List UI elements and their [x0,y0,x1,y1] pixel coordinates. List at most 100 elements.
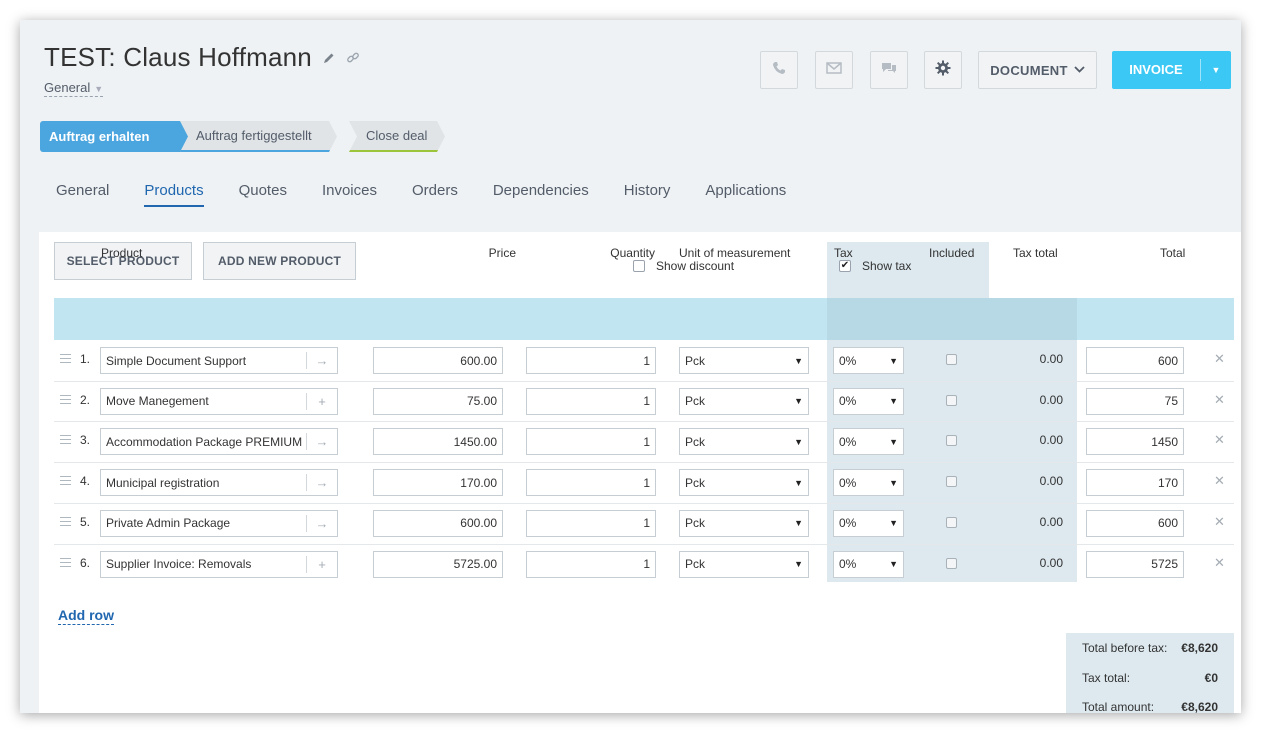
tab-orders[interactable]: Orders [411,182,458,199]
price-value: 1450.00 [453,434,497,449]
stage-close-deal[interactable]: Close deal [349,121,445,152]
tax-included-checkbox[interactable] [946,354,957,365]
tax-select[interactable]: 0% ▼ [833,550,904,578]
chat-button[interactable] [870,51,908,89]
tab-applications[interactable]: Applications [705,182,787,199]
add-row-link[interactable]: Add row [58,607,114,625]
product-name-field[interactable]: Supplier Invoice: Removals + [100,550,338,578]
add-new-product-button[interactable]: ADD NEW PRODUCT [203,242,356,280]
tax-select[interactable]: 0% ▼ [833,428,904,456]
row-number: 3. [80,433,91,448]
settings-button[interactable] [924,51,962,89]
arrow-right-icon[interactable]: → [306,433,337,451]
arrow-right-icon[interactable]: → [306,352,337,369]
tax-included-checkbox[interactable] [946,476,957,488]
pencil-icon[interactable] [322,51,336,65]
quantity-field[interactable]: 1 [526,509,656,537]
tab-general[interactable]: General [56,182,110,199]
show-tax-checkbox[interactable]: ✔ [839,260,851,272]
tab-history[interactable]: History [623,182,671,199]
tax-select[interactable]: 0% ▼ [833,469,904,497]
tax-included-checkbox[interactable] [946,557,957,569]
dropdown-arrow-icon: ▼ [794,477,803,488]
link-icon[interactable] [346,51,360,65]
price-field[interactable]: 600.00 [373,509,503,537]
email-button[interactable] [815,51,853,89]
invoice-button[interactable]: INVOICE ▼ [1112,51,1231,89]
table-row: 4. Municipal registration → 170.00 1 Pck ▼ 0% ▼ 0… [54,462,1234,503]
remove-row-icon[interactable]: ✕ [1214,554,1225,570]
remove-row-icon[interactable]: ✕ [1214,473,1225,489]
remove-row-icon[interactable]: ✕ [1214,391,1225,407]
price-field[interactable]: 600.00 [373,347,503,374]
show-tax-toggle[interactable]: ✔ Show tax [839,259,911,273]
stage-received[interactable]: Auftrag erhalten [40,121,195,152]
quantity-field[interactable]: 1 [526,428,656,456]
drag-handle-icon[interactable] [60,354,71,363]
product-name-field[interactable]: Private Admin Package → [100,509,338,537]
drag-handle-icon[interactable] [60,516,71,526]
title-row: TEST: Claus Hoffmann [44,42,360,73]
total-field[interactable]: 75 [1086,387,1184,415]
product-name-field[interactable]: Simple Document Support → [100,347,338,374]
drag-handle-icon[interactable] [60,394,71,404]
plus-icon[interactable]: + [306,555,337,573]
product-name-field[interactable]: Move Manegement + [100,387,338,415]
tax-select[interactable]: 0% ▼ [833,509,904,537]
drag-handle-icon[interactable] [60,557,71,567]
tax-included-checkbox[interactable] [946,516,957,528]
document-button[interactable]: DOCUMENT [978,51,1097,89]
tab-products[interactable]: Products [144,182,204,207]
product-name-field[interactable]: Municipal registration → [100,469,338,497]
tab-dependencies[interactable]: Dependencies [492,182,589,199]
drag-handle-icon[interactable] [60,476,71,486]
category-selector[interactable]: General ▼ [44,80,104,97]
quantity-field[interactable]: 1 [526,469,656,497]
tax-included-checkbox[interactable] [946,394,957,406]
total-field[interactable]: 600 [1086,509,1184,537]
quantity-field[interactable]: 1 [526,387,656,415]
unit-select[interactable]: Pck ▼ [679,428,809,456]
quantity-field[interactable]: 1 [526,550,656,578]
price-field[interactable]: 75.00 [373,387,503,415]
show-discount-toggle[interactable]: Show discount [633,259,734,273]
tax-select[interactable]: 0% ▼ [833,387,904,415]
select-product-button[interactable]: SELECT PRODUCT [54,242,192,280]
total-value: 1450 [1151,434,1178,449]
quantity-value: 1 [643,353,650,368]
unit-select[interactable]: Pck ▼ [679,509,809,537]
quantity-field[interactable]: 1 [526,347,656,374]
plus-icon[interactable]: + [306,392,337,410]
unit-select[interactable]: Pck ▼ [679,469,809,497]
show-discount-checkbox[interactable] [633,260,645,272]
call-button[interactable] [760,51,798,89]
tab-quotes[interactable]: Quotes [238,182,287,199]
tax-select[interactable]: 0% ▼ [833,347,904,374]
price-field[interactable]: 1450.00 [373,428,503,456]
unit-select[interactable]: Pck ▼ [679,387,809,415]
tax-included-checkbox[interactable] [946,435,957,447]
product-name-field[interactable]: Accommodation Package PREMIUM → [100,428,338,456]
stage-completed[interactable]: Auftrag fertiggestellt [180,121,337,152]
invoice-dropdown-icon[interactable]: ▼ [1211,65,1221,75]
unit-select[interactable]: Pck ▼ [679,347,809,374]
tax-value: 0% [839,557,857,571]
price-field[interactable]: 5725.00 [373,550,503,578]
price-value: 600.00 [460,353,497,368]
product-name: Municipal registration [106,475,220,490]
price-value: 170.00 [460,475,497,490]
remove-row-icon[interactable]: ✕ [1214,351,1225,366]
column-header-quantity: Quantity [610,246,655,260]
remove-row-icon[interactable]: ✕ [1214,513,1225,529]
total-field[interactable]: 5725 [1086,550,1184,578]
total-field[interactable]: 1450 [1086,428,1184,456]
arrow-right-icon[interactable]: → [306,514,337,532]
drag-handle-icon[interactable] [60,435,71,445]
unit-select[interactable]: Pck ▼ [679,550,809,578]
tab-invoices[interactable]: Invoices [321,182,377,199]
total-field[interactable]: 170 [1086,469,1184,497]
remove-row-icon[interactable]: ✕ [1214,432,1225,448]
total-field[interactable]: 600 [1086,347,1184,374]
price-field[interactable]: 170.00 [373,469,503,497]
arrow-right-icon[interactable]: → [306,474,337,492]
